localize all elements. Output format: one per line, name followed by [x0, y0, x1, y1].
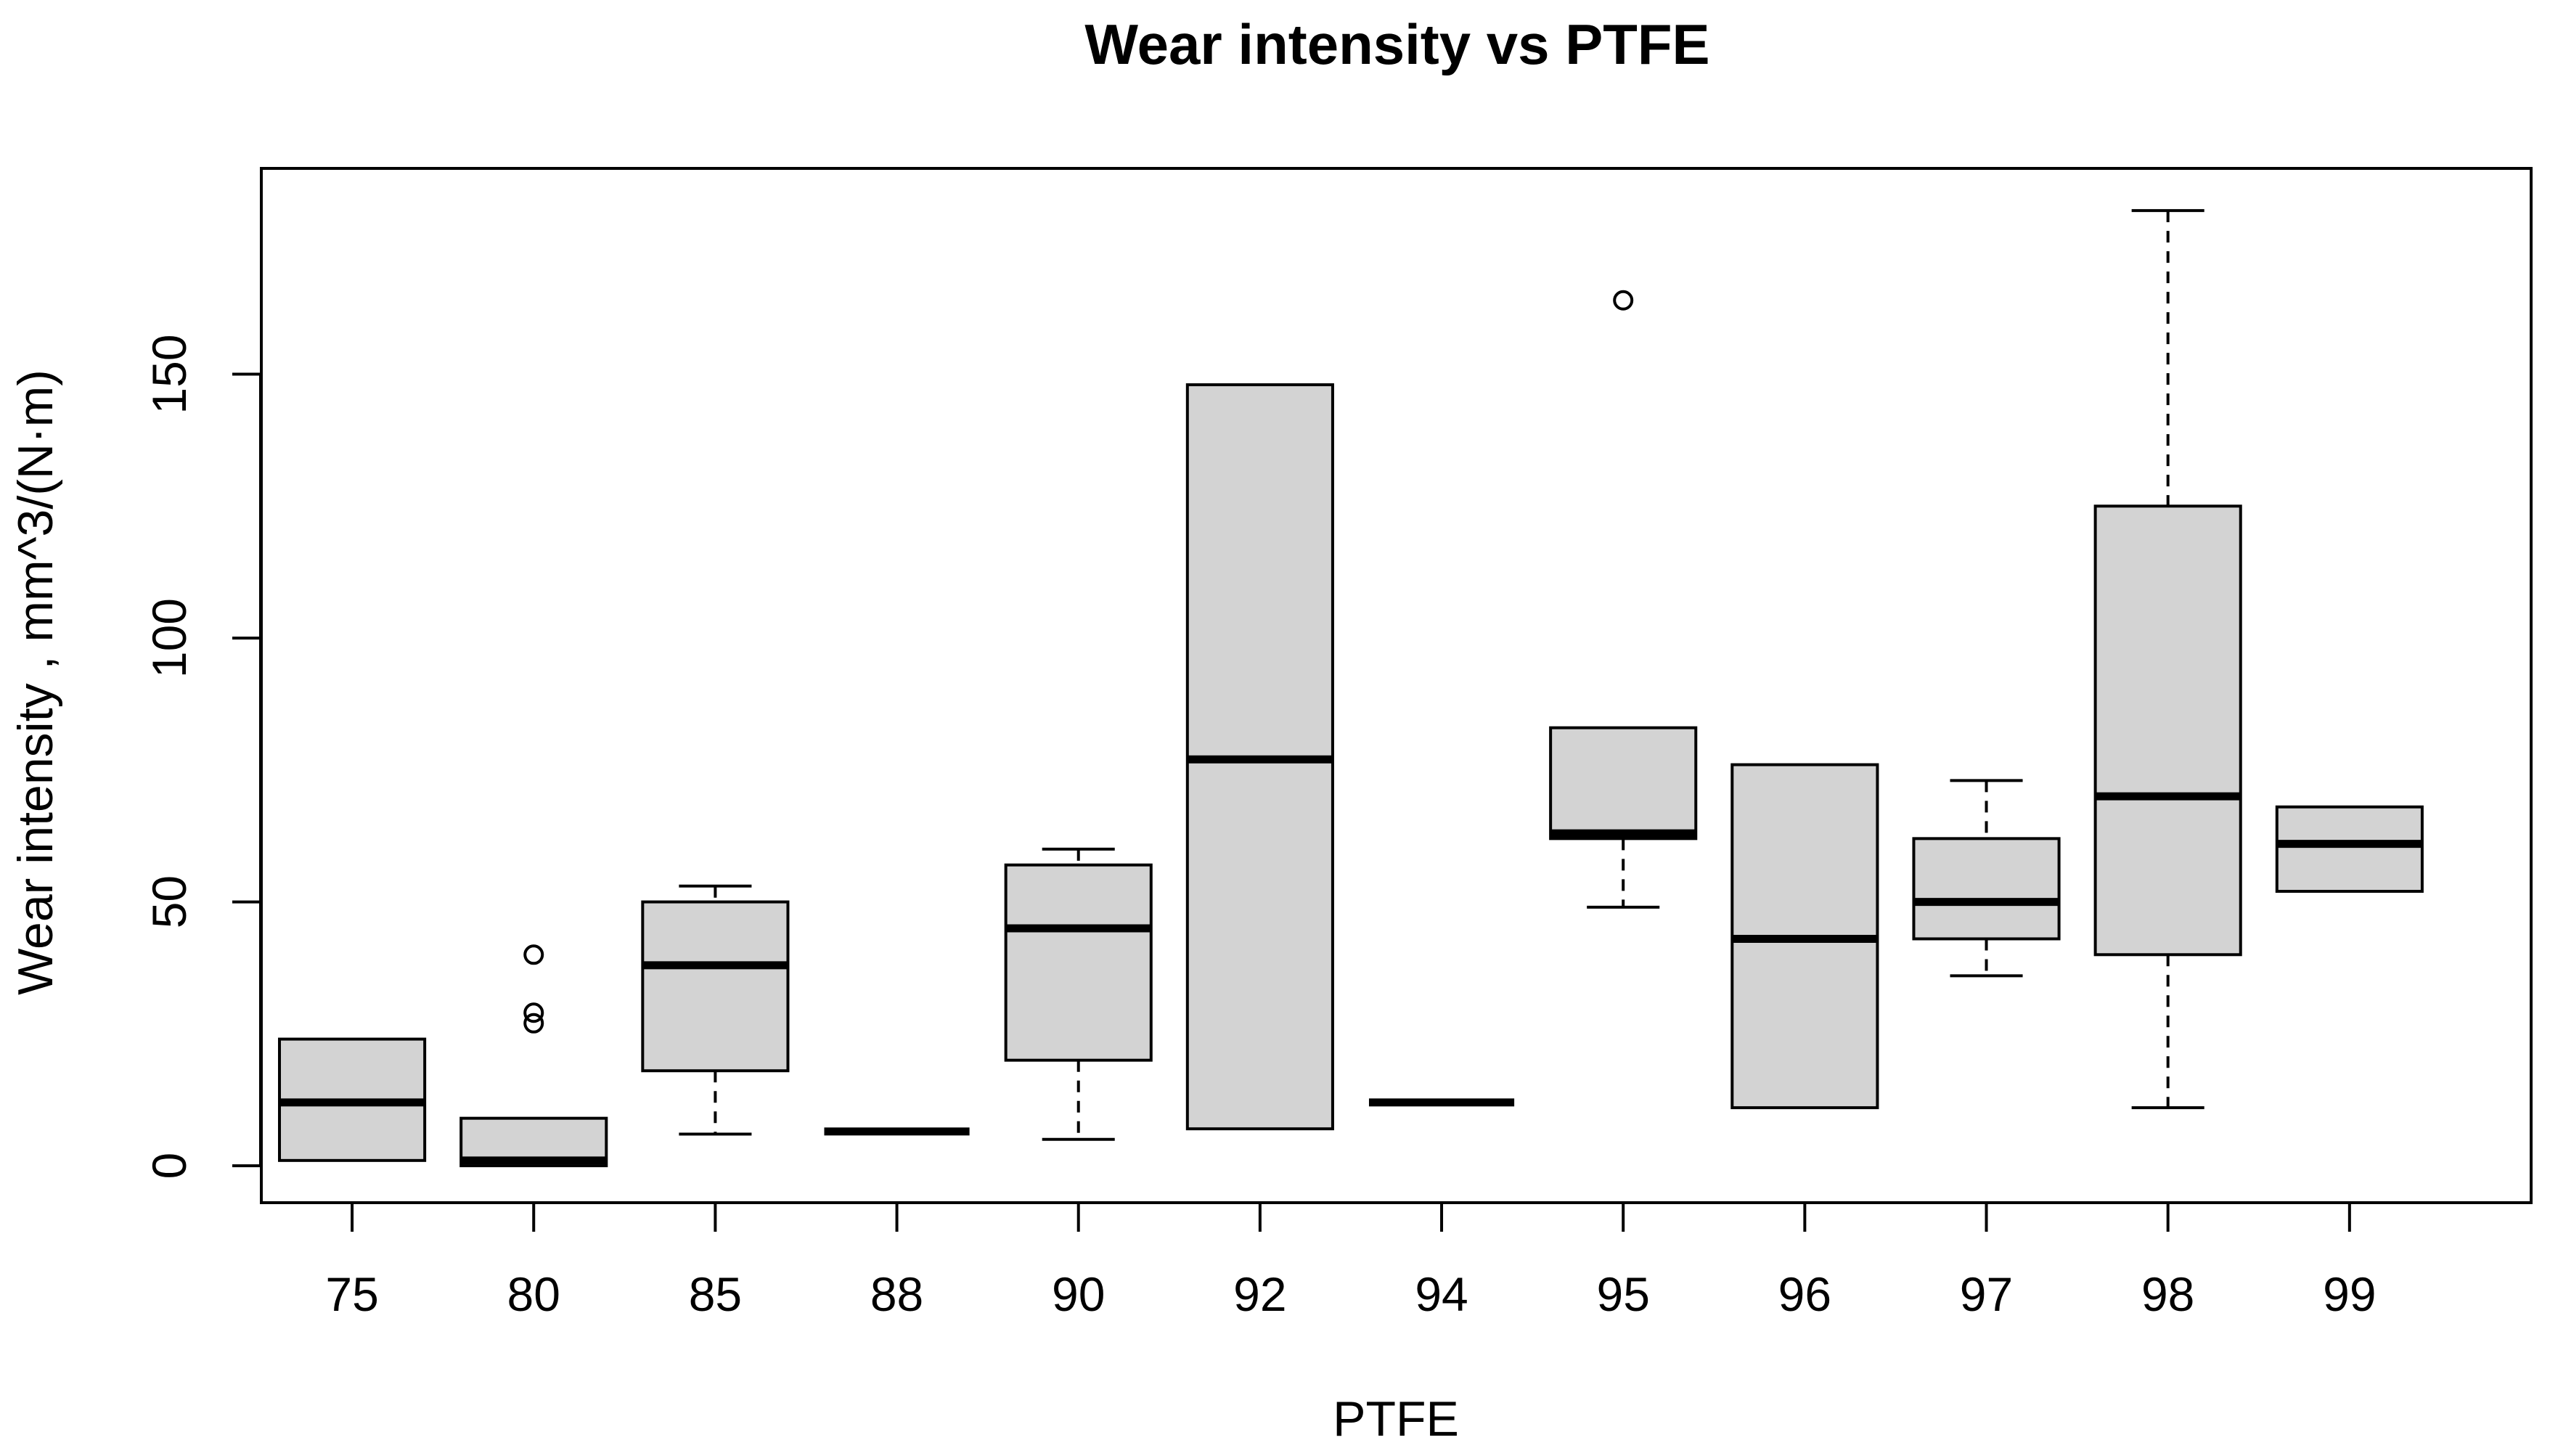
chart-title: Wear intensity vs PTFE: [1084, 12, 1709, 76]
x-tick-label: 75: [325, 1267, 378, 1321]
x-tick-label: 95: [1596, 1267, 1649, 1321]
y-axis: 0 50 100 150: [142, 334, 262, 1179]
x-tick-label: 98: [2141, 1267, 2194, 1321]
box-85: [641, 884, 790, 1136]
x-tick-label: 96: [1778, 1267, 1831, 1321]
outlier-point: [523, 944, 544, 965]
y-tick-label: 50: [142, 875, 196, 928]
x-tick-label: 88: [870, 1267, 923, 1321]
x-tick-label: 99: [2323, 1267, 2376, 1321]
y-tick-label: 0: [142, 1153, 196, 1179]
y-tick-label: 150: [142, 334, 196, 414]
x-axis-label: PTFE: [1333, 1391, 1459, 1447]
boxplot-series: [278, 209, 2424, 1168]
x-tick-label: 80: [507, 1267, 560, 1321]
outlier-point: [523, 1013, 544, 1034]
box-90: [1004, 847, 1153, 1141]
box-iqr: [1912, 837, 2061, 941]
box-75: [278, 1037, 427, 1162]
x-tick-label: 90: [1052, 1267, 1105, 1321]
box-iqr: [2093, 504, 2242, 957]
y-axis-label: Wear intensity , mm^3/(N·m): [8, 369, 63, 995]
outlier-point: [523, 1002, 544, 1023]
box-97: [1912, 779, 2061, 978]
box-iqr: [2275, 805, 2424, 893]
x-tick-label: 85: [689, 1267, 742, 1321]
box-80: [459, 944, 608, 1168]
box-iqr: [1004, 863, 1153, 1062]
x-tick-label: 97: [1960, 1267, 2013, 1321]
box-99: [2275, 805, 2424, 893]
x-axis: 75 80 85 88 90 92 94 95 96 97 98 99: [325, 1201, 2377, 1321]
y-tick-label: 100: [142, 598, 196, 678]
box-iqr: [641, 900, 790, 1073]
x-tick-label: 94: [1415, 1267, 1468, 1321]
box-96: [1730, 763, 1879, 1110]
outlier-point: [1613, 290, 1634, 311]
box-98: [2093, 209, 2242, 1110]
box-95: [1549, 290, 1698, 909]
box-92: [1185, 383, 1334, 1131]
box-iqr: [1549, 726, 1698, 841]
x-tick-label: 92: [1233, 1267, 1286, 1321]
